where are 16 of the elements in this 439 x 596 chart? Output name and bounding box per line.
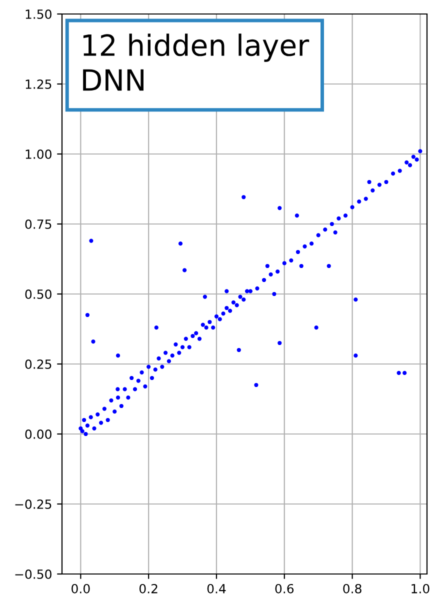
x-tick-label: 1.0 <box>412 584 430 594</box>
y-tick-label: −0.50 <box>15 569 52 579</box>
y-tick-label: 0.00 <box>25 429 52 439</box>
y-tick-label: 0.75 <box>25 219 52 229</box>
y-tick-label: 1.00 <box>26 149 52 159</box>
x-tick-label: 0.2 <box>139 584 158 594</box>
y-tick-label: 0.50 <box>25 289 52 299</box>
y-tick-label: 1.50 <box>26 9 52 19</box>
y-tick-label: 1.25 <box>26 79 52 89</box>
x-tick-label: 0.8 <box>343 584 362 594</box>
x-tick-label: 0.4 <box>207 584 226 594</box>
y-tick-label: 0.25 <box>25 359 52 369</box>
y-tick-label: −0.25 <box>15 499 52 509</box>
x-tick-label: 0.0 <box>72 584 90 594</box>
x-tick-label: 0.6 <box>275 584 294 594</box>
annotation: 12 hidden layer DNN <box>83 34 310 91</box>
